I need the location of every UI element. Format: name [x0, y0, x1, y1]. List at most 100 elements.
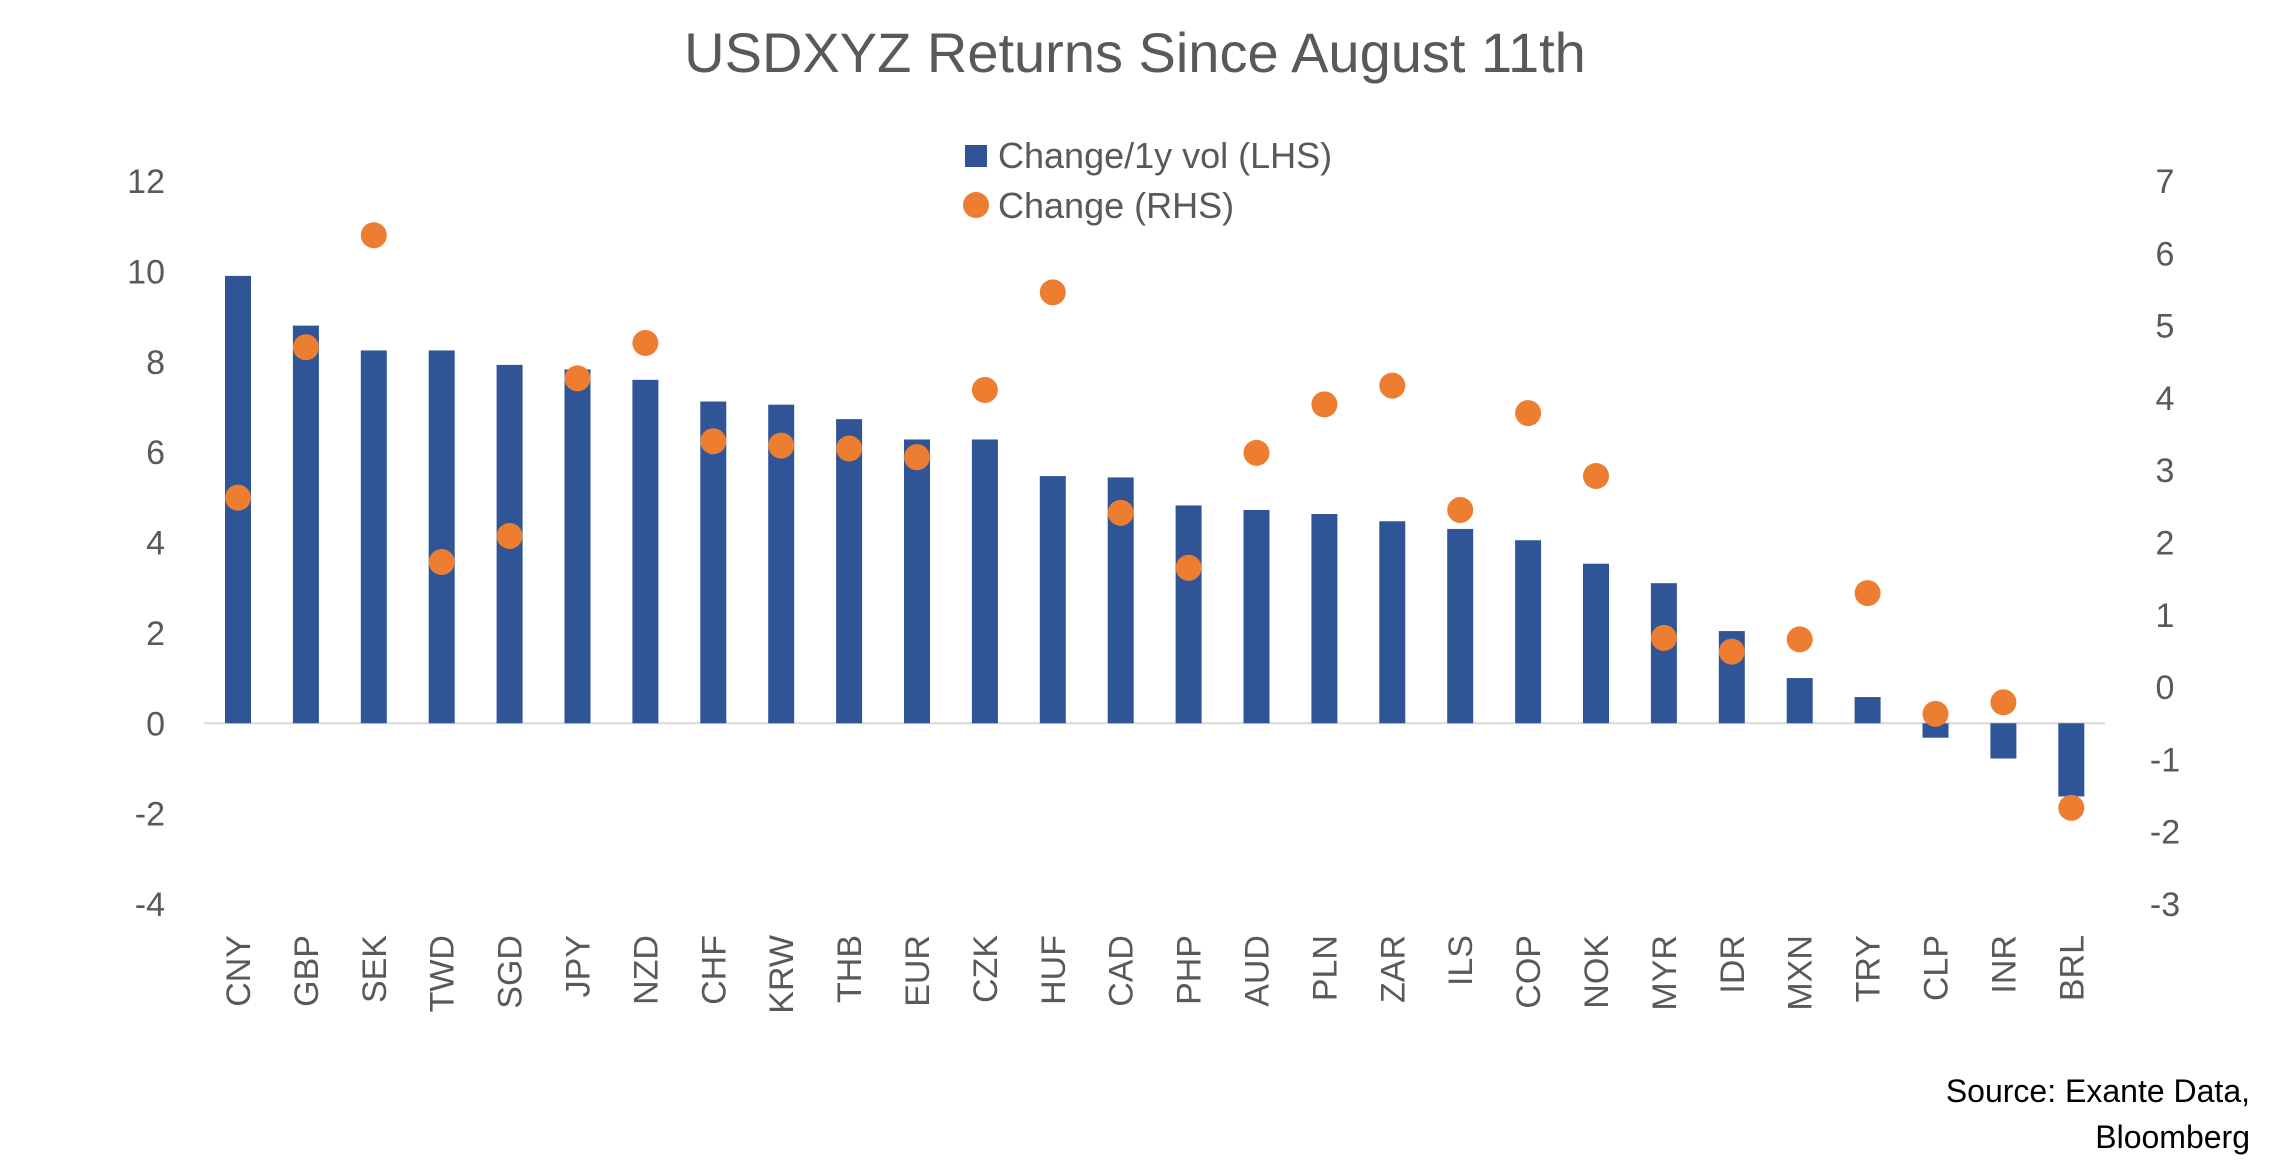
- left-axis-tick: 8: [146, 344, 165, 382]
- source-line-1: Source: Exante Data,: [1946, 1073, 2250, 1109]
- right-axis-tick: -2: [2150, 814, 2180, 852]
- dot-TRY: [1854, 580, 1881, 607]
- right-axis-tick: 7: [2156, 163, 2175, 201]
- legend: Change/1y vol (LHS) Change (RHS): [963, 135, 1332, 226]
- x-axis-label-SEK: SEK: [356, 935, 394, 1003]
- dot-CAD: [1107, 499, 1134, 526]
- right-axis-tick: 1: [2156, 597, 2175, 635]
- dot-PLN: [1311, 391, 1338, 418]
- bar-MYR: [1650, 583, 1677, 724]
- dot-BRL: [2058, 794, 2085, 821]
- dot-ILS: [1447, 496, 1474, 523]
- bar-TWD: [428, 350, 455, 724]
- dot-INR: [1990, 689, 2017, 716]
- bar-AUD: [1243, 509, 1270, 724]
- bar-CHF: [700, 401, 727, 724]
- x-axis-label-ZAR: ZAR: [1374, 935, 1412, 1003]
- dot-CLP: [1922, 700, 1949, 727]
- x-axis-label-IDR: IDR: [1714, 935, 1752, 994]
- bar-EUR: [904, 439, 930, 724]
- x-axis-label-CHF: CHF: [695, 935, 733, 1005]
- x-axis-label-INR: INR: [1985, 935, 2023, 994]
- x-axis-label-MYR: MYR: [1646, 935, 1684, 1011]
- x-axis-label-MXN: MXN: [1782, 935, 1820, 1011]
- left-axis-tick: -2: [135, 796, 165, 834]
- x-axis-label-BRL: BRL: [2053, 935, 2091, 1001]
- right-axis-tick: 5: [2156, 308, 2175, 346]
- x-axis-label-PLN: PLN: [1306, 935, 1344, 1001]
- left-axis-tick: 12: [127, 163, 165, 201]
- legend-label-bars: Change/1y vol (LHS): [998, 135, 1332, 176]
- x-axis-label-ILS: ILS: [1442, 935, 1480, 986]
- legend-label-dots: Change (RHS): [998, 185, 1234, 226]
- x-axis-label-TRY: TRY: [1850, 935, 1888, 1002]
- x-axis-label-EUR: EUR: [899, 935, 937, 1007]
- dot-CZK: [971, 376, 998, 403]
- bar-CZK: [971, 439, 998, 724]
- x-axis-label-PHP: PHP: [1171, 935, 1209, 1005]
- dot-ZAR: [1379, 372, 1406, 399]
- chart-title: USDXYZ Returns Since August 11th: [684, 21, 1586, 84]
- bar-HUF: [1039, 476, 1066, 724]
- bar-TRY: [1854, 697, 1881, 724]
- left-axis-tick: 4: [146, 525, 165, 563]
- legend-dot-swatch: [963, 192, 989, 218]
- x-axis-label-NZD: NZD: [627, 935, 665, 1005]
- dot-SGD: [496, 522, 523, 549]
- dot-CHF: [700, 428, 727, 455]
- bar-BRL: [2058, 723, 2085, 797]
- bar-COP: [1515, 540, 1542, 724]
- dot-TWD: [428, 549, 455, 576]
- x-axis-label-AUD: AUD: [1239, 935, 1277, 1007]
- dot-THB: [836, 435, 863, 462]
- x-axis-label-JPY: JPY: [560, 935, 598, 997]
- bar-ZAR: [1379, 521, 1406, 724]
- right-axis-tick: -3: [2150, 886, 2180, 924]
- x-axis-label-COP: COP: [1510, 935, 1548, 1009]
- dot-EUR: [904, 444, 930, 471]
- left-axis-tick: 2: [146, 615, 165, 653]
- bar-JPY: [564, 369, 591, 724]
- dot-JPY: [564, 365, 591, 392]
- right-axis-tick: 4: [2156, 380, 2175, 418]
- dot-CNY: [225, 484, 251, 511]
- right-axis-tick: 3: [2156, 452, 2175, 490]
- dot-PHP: [1175, 554, 1202, 581]
- bar-PLN: [1311, 514, 1338, 724]
- x-axis-label-THB: THB: [831, 935, 869, 1003]
- bar-INR: [1990, 723, 2017, 759]
- x-axis-label-HUF: HUF: [1035, 935, 1073, 1005]
- bar-GBP: [292, 325, 319, 724]
- x-axis-label-TWD: TWD: [424, 935, 462, 1012]
- source-line-2: Bloomberg: [2095, 1119, 2250, 1155]
- left-axis-tick: 0: [146, 705, 165, 743]
- dot-KRW: [768, 432, 795, 459]
- left-axis-tick: 6: [146, 434, 165, 472]
- dot-NZD: [632, 329, 659, 356]
- x-axis-label-CAD: CAD: [1103, 935, 1141, 1007]
- x-axis-label-KRW: KRW: [763, 935, 801, 1014]
- left-axis-tick: 10: [127, 253, 165, 291]
- left-axis-tick: -4: [135, 886, 165, 924]
- x-axis-label-NOK: NOK: [1578, 935, 1616, 1009]
- bar-ILS: [1447, 528, 1474, 724]
- bar-PHP: [1175, 505, 1202, 724]
- dot-GBP: [292, 334, 319, 361]
- right-axis-tick: 0: [2156, 669, 2175, 707]
- x-axis-label-SGD: SGD: [492, 935, 530, 1009]
- bar-SEK: [360, 350, 387, 724]
- dot-NOK: [1583, 462, 1609, 489]
- dot-HUF: [1039, 279, 1066, 306]
- legend-bar-swatch: [965, 145, 987, 167]
- x-axis-label-CNY: CNY: [220, 935, 258, 1007]
- bar-NOK: [1583, 563, 1609, 724]
- dot-IDR: [1718, 638, 1745, 665]
- bar-NZD: [632, 379, 659, 724]
- bar-THB: [836, 419, 863, 724]
- bar-MXN: [1786, 678, 1813, 724]
- dot-COP: [1515, 400, 1542, 427]
- x-axis-label-CLP: CLP: [1918, 935, 1956, 1001]
- x-axis-label-GBP: GBP: [288, 935, 326, 1007]
- right-axis-tick: 2: [2156, 525, 2175, 563]
